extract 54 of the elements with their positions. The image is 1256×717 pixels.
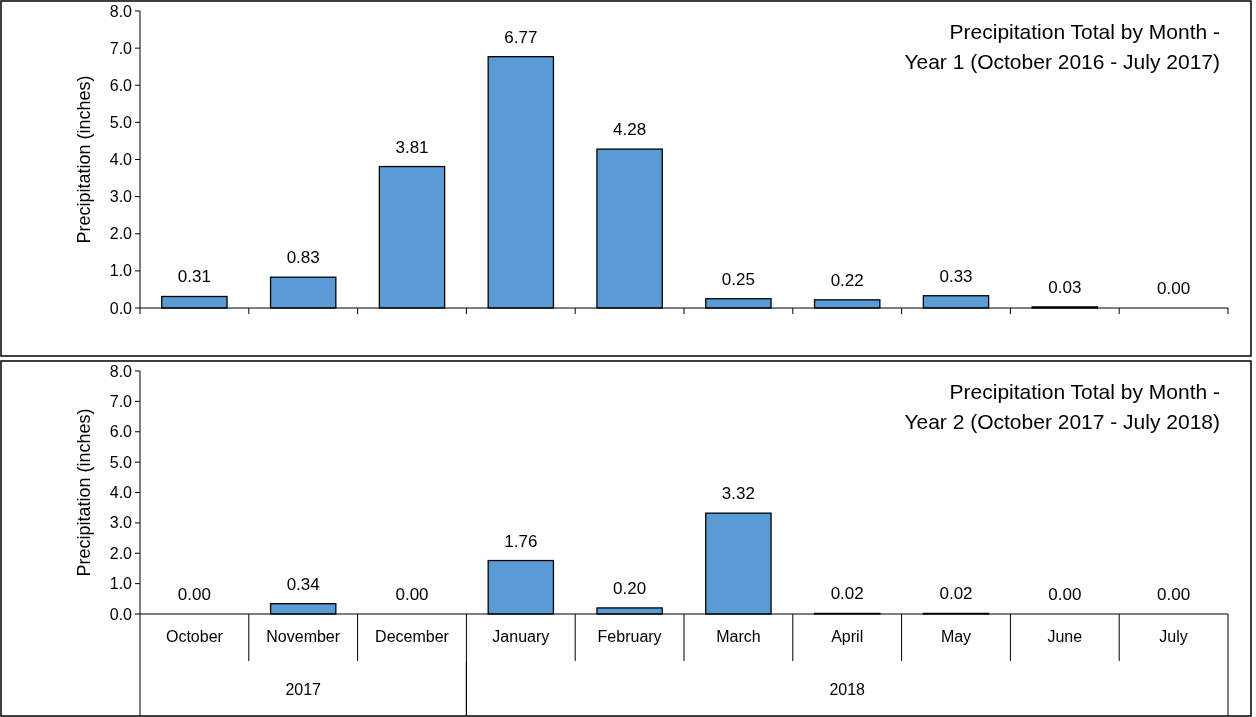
data-label: 0.00: [1157, 279, 1191, 298]
y-tick-label: 0.0: [109, 605, 133, 623]
y-tick-label: 6.0: [109, 76, 133, 94]
data-label: 0.03: [1048, 277, 1082, 297]
text: 2017: [285, 681, 322, 698]
y-tick-label: 0.0: [109, 299, 133, 317]
y-tick-label: 7.0: [109, 392, 133, 410]
y-tick-label: 7.0: [109, 39, 133, 57]
data-label: 0.34: [286, 574, 320, 594]
text: Precipitation Total by Month - Year 1 (October 2016 - July 2017): [904, 20, 1220, 73]
data-label: 0.25: [721, 269, 755, 289]
data-label: 0.00: [177, 585, 211, 604]
y-axis-title: Precipitation (inches): [74, 75, 94, 244]
data-label: 1.76: [504, 531, 538, 551]
x-tick-label: May: [940, 628, 972, 645]
data-label: 0.00: [395, 585, 429, 604]
data-label: 4.28: [613, 120, 647, 140]
y-tick-label: 3.0: [109, 514, 133, 532]
y-tick-label: 3.0: [109, 188, 133, 206]
text: Precipitation Total by Month - Year 2 (October 2017 - July 2018): [904, 380, 1220, 433]
y-tick-label: 2.0: [109, 544, 133, 562]
y-tick-label: 4.0: [109, 484, 133, 502]
x-tick-label: June: [1047, 628, 1083, 645]
y-tick-label: 8.0: [109, 362, 133, 380]
x-tick-label: March: [716, 628, 761, 645]
y-tick-label: 6.0: [109, 423, 133, 441]
y-tick-label: 2.0: [109, 225, 133, 243]
y-axis-title: Precipitation (inches): [74, 408, 94, 577]
data-label: 3.81: [395, 137, 429, 157]
y-tick-label: 4.0: [109, 151, 133, 169]
x-tick-label: April: [831, 628, 864, 645]
data-label: 0.31: [177, 267, 211, 287]
text: 2018: [829, 681, 866, 698]
x-tick-label: November: [266, 628, 341, 645]
x-tick-label: October: [165, 628, 224, 645]
x-tick-label: February: [597, 628, 662, 645]
data-label: 0.33: [939, 266, 973, 286]
x-tick-label: December: [375, 628, 450, 645]
data-label: 0.02: [939, 584, 973, 604]
data-label: 3.32: [721, 484, 755, 504]
y-tick-label: 1.0: [109, 262, 133, 280]
y-tick-label: 8.0: [109, 2, 133, 20]
y-tick-label: 1.0: [109, 575, 133, 593]
data-label: 0.83: [286, 248, 320, 268]
data-label: 0.02: [830, 584, 864, 604]
data-label: 0.00: [1048, 585, 1082, 604]
x-tick-label: January: [492, 628, 550, 645]
data-label: 0.00: [1157, 585, 1191, 604]
data-label: 0.20: [613, 578, 647, 598]
y-tick-label: 5.0: [109, 113, 133, 131]
y-tick-label: 5.0: [109, 453, 133, 471]
data-label: 6.77: [504, 27, 538, 47]
data-label: 0.22: [830, 270, 864, 290]
x-tick-label: July: [1159, 628, 1188, 645]
